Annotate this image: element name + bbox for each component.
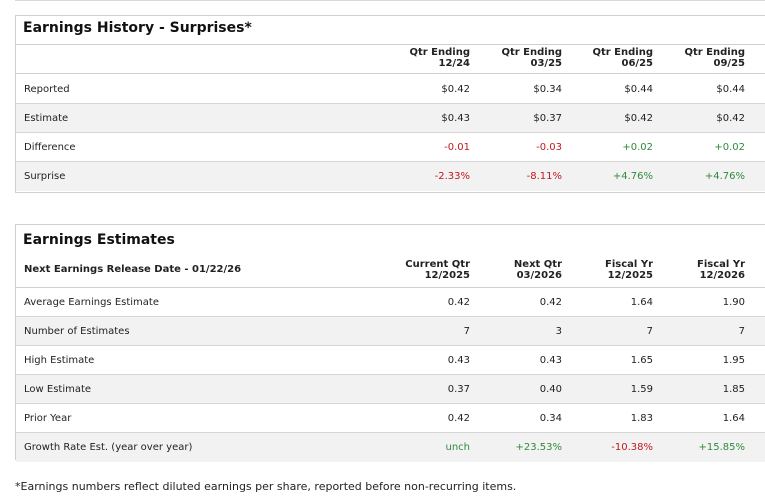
table-cell: -0.01 (444, 142, 470, 153)
table-cell: 1.64 (722, 413, 745, 424)
table-cell: $0.42 (716, 113, 745, 124)
table-row: Surprise -2.33% -8.11% +4.76% +4.76% (16, 162, 765, 191)
top-divider (15, 0, 765, 1)
earnings-history-header: Qtr Ending 12/24 Qtr Ending 03/25 Qtr Endi… (16, 44, 765, 74)
table-row: High Estimate 0.43 0.43 1.65 1.95 (16, 346, 765, 375)
table-cell: 0.43 (447, 355, 470, 366)
table-cell: 1.95 (722, 355, 745, 366)
table-cell: +15.85% (698, 442, 745, 453)
table-cell: 1.64 (630, 297, 653, 308)
table-row: Difference -0.01 -0.03 +0.02 +0.02 (16, 133, 765, 162)
table-row: Low Estimate 0.37 0.40 1.59 1.85 (16, 375, 765, 404)
earnings-estimates-header: Next Earnings Release Date - 01/22/26 Cu… (16, 253, 765, 288)
table-cell: 0.37 (447, 384, 470, 395)
row-label: Number of Estimates (24, 326, 130, 337)
earnings-estimates-title: Earnings Estimates (23, 232, 175, 248)
table-cell: +0.02 (714, 142, 745, 153)
table-cell: $0.43 (441, 113, 470, 124)
table-cell: 1.90 (722, 297, 745, 308)
table-row: Estimate $0.43 $0.37 $0.42 $0.42 (16, 104, 765, 133)
row-label: Estimate (24, 113, 69, 124)
table-row: Reported $0.42 $0.34 $0.44 $0.44 (16, 75, 765, 104)
footnote: *Earnings numbers reflect diluted earnin… (15, 480, 517, 493)
earnings-history-title: Earnings History - Surprises* (23, 20, 252, 36)
column-header: Fiscal Yr 12/2026 (697, 259, 745, 281)
table-cell: 0.40 (539, 384, 562, 395)
table-cell: $0.44 (716, 84, 745, 95)
table-cell: unch (445, 442, 470, 453)
table-cell: -0.03 (536, 142, 562, 153)
table-row: Growth Rate Est. (year over year) unch +23… (16, 433, 765, 462)
table-cell: 1.85 (722, 384, 745, 395)
row-label: Difference (24, 142, 76, 153)
row-label: Reported (24, 84, 70, 95)
row-label: Average Earnings Estimate (24, 297, 159, 308)
table-row: Average Earnings Estimate 0.42 0.42 1.64 1.9… (16, 288, 765, 317)
earnings-history-panel: Earnings History - Surprises* Qtr Ending… (15, 15, 765, 193)
earnings-estimates-panel: Earnings Estimates Next Earnings Release… (15, 224, 765, 462)
table-cell: $0.34 (533, 84, 562, 95)
table-cell: $0.44 (624, 84, 653, 95)
table-cell: -10.38% (611, 442, 653, 453)
column-header: Qtr Ending 12/24 (409, 47, 470, 69)
table-cell: $0.37 (533, 113, 562, 124)
table-cell: 7 (738, 326, 745, 337)
column-header: Qtr Ending 03/25 (501, 47, 562, 69)
table-cell: $0.42 (624, 113, 653, 124)
table-row: Prior Year 0.42 0.34 1.83 1.64 (16, 404, 765, 433)
column-header: Fiscal Yr 12/2025 (605, 259, 653, 281)
table-cell: +4.76% (612, 171, 653, 182)
column-header: Current Qtr 12/2025 (405, 259, 470, 281)
row-label: High Estimate (24, 355, 95, 366)
table-cell: 0.43 (539, 355, 562, 366)
table-cell: 1.83 (630, 413, 653, 424)
column-header: Qtr Ending 09/25 (684, 47, 745, 69)
table-cell: 0.34 (539, 413, 562, 424)
table-cell: 1.59 (630, 384, 653, 395)
row-label: Low Estimate (24, 384, 92, 395)
table-cell: 1.65 (630, 355, 653, 366)
table-cell: +23.53% (515, 442, 562, 453)
table-row: Number of Estimates 7 3 7 7 (16, 317, 765, 346)
table-cell: 3 (555, 326, 562, 337)
table-cell: +0.02 (622, 142, 653, 153)
column-header: Qtr Ending 06/25 (592, 47, 653, 69)
row-label: Growth Rate Est. (year over year) (24, 442, 193, 453)
table-cell: 7 (646, 326, 653, 337)
column-header: Next Qtr 03/2026 (513, 259, 562, 281)
table-cell: +4.76% (704, 171, 745, 182)
next-release-date: Next Earnings Release Date - 01/22/26 (24, 264, 242, 275)
table-cell: -8.11% (526, 171, 562, 182)
row-label: Surprise (24, 171, 66, 182)
table-cell: 0.42 (539, 297, 562, 308)
table-cell: 0.42 (447, 297, 470, 308)
table-cell: -2.33% (434, 171, 470, 182)
table-cell: 7 (463, 326, 470, 337)
row-label: Prior Year (24, 413, 72, 424)
table-cell: $0.42 (441, 84, 470, 95)
table-cell: 0.42 (447, 413, 470, 424)
